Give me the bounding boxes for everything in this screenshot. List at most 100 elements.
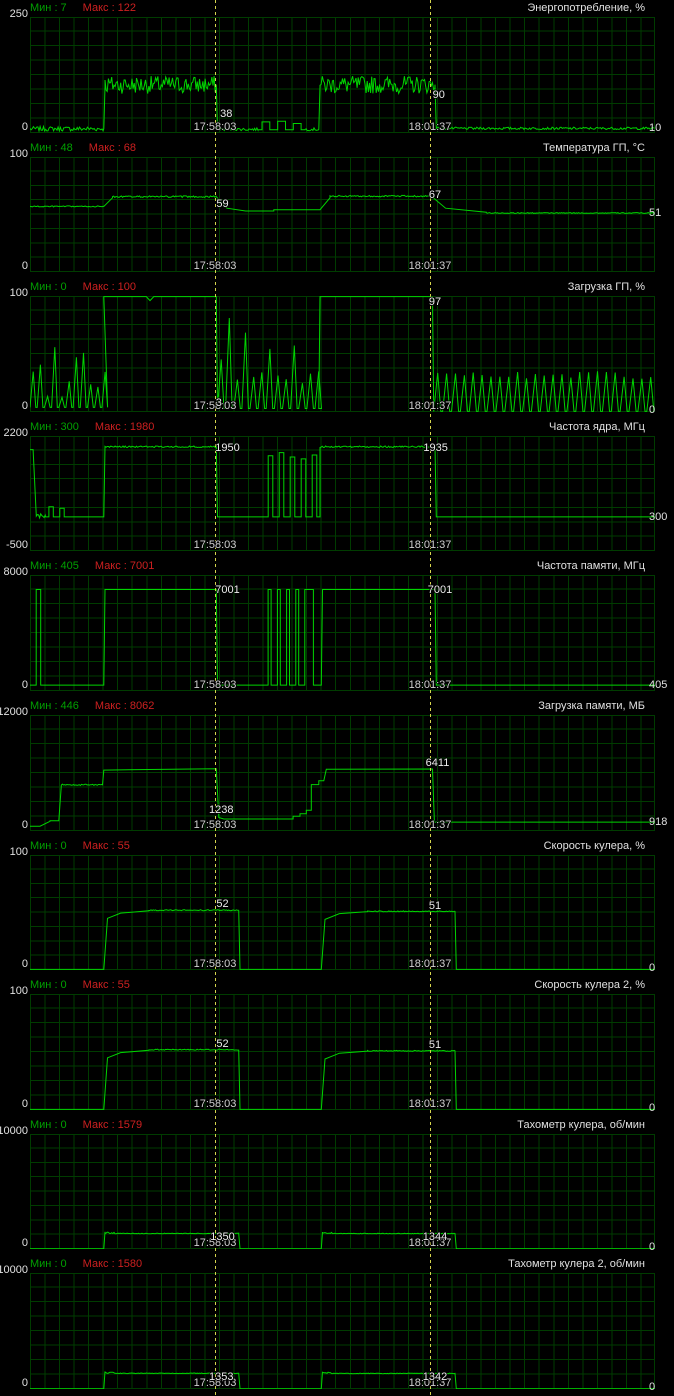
plot-area: 17:58:03 18:01:37 38 90 [30, 17, 655, 133]
grid-lines [30, 855, 655, 970]
y-axis-min-tick: 0 [21, 121, 28, 133]
plot-area: 17:58:03 18:01:37 52 51 [30, 855, 655, 970]
y-axis-min-tick: 0 [21, 400, 28, 412]
y-axis-min-tick: 0 [21, 1098, 28, 1110]
y-axis-min-tick: 0 [21, 260, 28, 272]
series-line [30, 445, 655, 520]
graph-panel: Мин : 48 Макс : 68 Температура ГП, °C 100… [0, 140, 674, 279]
cursor-value-label: 52 [216, 1037, 229, 1050]
series-line [30, 1371, 655, 1389]
current-value-label: 10 [649, 122, 662, 135]
grid-lines [30, 157, 655, 272]
cursor-value-label: 3 [215, 396, 222, 409]
cursor-value-label: 52 [216, 898, 229, 911]
y-axis-max-tick: 100 [9, 846, 28, 858]
cursor-value-label: 6411 [425, 756, 450, 769]
timestamp-label-2: 18:01:37 [408, 1098, 452, 1110]
timestamp-label-1: 17:58:03 [193, 958, 237, 970]
plot-area: 17:58:03 18:01:37 1950 1935 [30, 436, 655, 551]
panel-title: Тахометр кулера, об/мин [517, 1119, 645, 1131]
stat-max-value: Макс : 100 [82, 281, 137, 293]
y-axis-max-tick: 10000 [0, 1125, 28, 1137]
chart-canvas [30, 575, 655, 691]
stat-max-value: Макс : 8062 [94, 700, 155, 712]
series-line [30, 589, 655, 686]
y-axis-max-tick: 2200 [3, 427, 28, 439]
panel-title: Тахометр кулера 2, об/мин [508, 1258, 645, 1270]
y-axis-max-tick: 8000 [3, 566, 28, 578]
cursor-value-label: 38 [220, 108, 233, 121]
grid-lines [30, 296, 655, 412]
chart-canvas [30, 994, 655, 1110]
cursor-value-label: 1342 [422, 1370, 448, 1383]
panel-minmax-stats: Мин : 0 Макс : 55 [30, 840, 130, 852]
stat-min-value: Мин : 446 [30, 700, 79, 712]
y-axis-min-tick: 0 [21, 1237, 28, 1249]
timestamp-label-2: 18:01:37 [408, 819, 452, 831]
cursor-value-label: 7001 [215, 584, 240, 597]
y-axis-min-tick: -500 [5, 539, 28, 551]
cursor-value-label: 1350 [210, 1230, 235, 1243]
graph-panel: Мин : 446 Макс : 8062 Загрузка памяти, МБ… [0, 698, 674, 838]
stat-max-value: Макс : 68 [88, 142, 137, 154]
grid-lines [30, 994, 655, 1110]
stat-max-value: Макс : 55 [82, 840, 130, 852]
stat-max-value: Макс : 1580 [82, 1258, 143, 1270]
graph-panel: Мин : 300 Макс : 1980 Частота ядра, МГц 2… [0, 419, 674, 558]
graph-panel: Мин : 0 Макс : 100 Загрузка ГП, % 100 0 1… [0, 279, 674, 419]
graph-panel: Мин : 0 Макс : 1580 Тахометр кулера 2, об… [0, 1256, 674, 1396]
panel-title: Частота ядра, МГц [549, 421, 645, 433]
graph-panel: Мин : 0 Макс : 55 Скорость кулера, % 100 … [0, 838, 674, 977]
panel-title: Частота памяти, МГц [536, 560, 645, 572]
series-line [30, 296, 655, 412]
stat-max-value: Макс : 7001 [94, 560, 155, 572]
y-axis-max-tick: 100 [9, 287, 28, 299]
current-value-label: 0 [649, 1381, 656, 1393]
panel-title: Энергопотребление, % [527, 2, 645, 14]
stat-max-value: Макс : 122 [82, 2, 137, 14]
plot-area: 17:58:03 18:01:37 7001 7001 [30, 575, 655, 691]
stat-min-value: Мин : 0 [30, 840, 67, 852]
timestamp-label-1: 17:58:03 [193, 400, 237, 412]
graph-panel: Мин : 7 Макс : 122 Энергопотребление, % 2… [0, 0, 674, 140]
series-line [30, 1231, 655, 1249]
stat-min-value: Мин : 48 [30, 142, 73, 154]
stat-max-value: Макс : 1579 [82, 1119, 143, 1131]
series-line [30, 909, 655, 970]
current-value-label: 51 [649, 207, 662, 220]
cursor-value-label: 1344 [422, 1230, 448, 1243]
panel-minmax-stats: Мин : 405 Макс : 7001 [30, 560, 154, 572]
cursor-value-label: 1353 [209, 1370, 234, 1383]
y-axis-max-tick: 250 [9, 8, 28, 20]
y-axis-min-tick: 0 [21, 819, 28, 831]
timestamp-label-1: 17:58:03 [193, 260, 237, 272]
grid-lines [30, 17, 655, 133]
timestamp-label-2: 18:01:37 [408, 260, 452, 272]
grid-lines [30, 1273, 655, 1389]
current-value-label: 405 [649, 679, 668, 692]
timestamp-label-2: 18:01:37 [408, 400, 452, 412]
stat-max-value: Макс : 1980 [94, 421, 155, 433]
stat-min-value: Мин : 405 [30, 560, 79, 572]
cursor-value-label: 90 [432, 88, 445, 101]
current-value-label: 0 [649, 961, 656, 974]
timestamp-label-2: 18:01:37 [408, 121, 452, 133]
panel-title: Скорость кулера 2, % [534, 979, 645, 991]
series-line [30, 75, 655, 133]
chart-canvas [30, 436, 655, 551]
panel-minmax-stats: Мин : 48 Макс : 68 [30, 142, 136, 154]
panel-minmax-stats: Мин : 446 Макс : 8062 [30, 700, 154, 712]
cursor-value-label: 7001 [427, 584, 453, 597]
cursor-value-label: 51 [428, 1039, 442, 1052]
stat-max-value: Макс : 55 [82, 979, 130, 991]
stat-min-value: Мин : 0 [30, 1119, 67, 1131]
chart-canvas [30, 1273, 655, 1389]
timestamp-label-2: 18:01:37 [408, 1377, 452, 1389]
stat-min-value: Мин : 0 [30, 1258, 67, 1270]
timestamp-label-2: 18:01:37 [408, 958, 452, 970]
timestamp-label-1: 17:58:03 [193, 1377, 237, 1389]
grid-lines [30, 436, 655, 551]
cursor-value-label: 51 [428, 899, 442, 912]
panel-minmax-stats: Мин : 0 Макс : 1580 [30, 1258, 142, 1270]
